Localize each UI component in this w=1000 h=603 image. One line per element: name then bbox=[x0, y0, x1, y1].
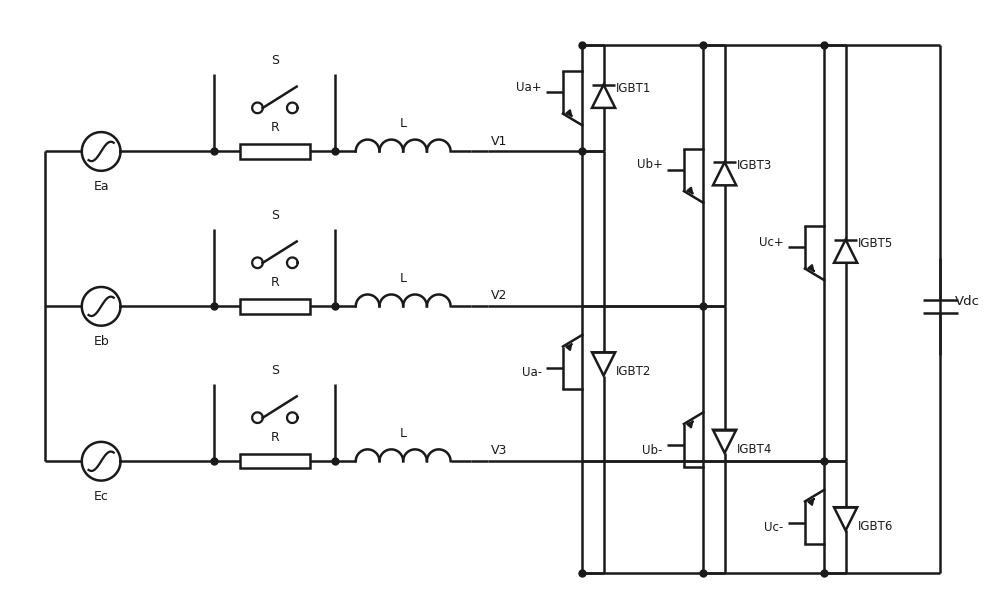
Text: Ea: Ea bbox=[93, 180, 109, 194]
Text: R: R bbox=[271, 276, 279, 289]
Text: R: R bbox=[271, 431, 279, 444]
Text: Ub-: Ub- bbox=[642, 444, 663, 456]
Text: IGBT2: IGBT2 bbox=[616, 365, 652, 378]
Text: S: S bbox=[271, 54, 279, 67]
Text: Ua+: Ua+ bbox=[516, 81, 542, 94]
Text: L: L bbox=[400, 117, 407, 130]
Bar bbox=[240, 299, 310, 314]
Text: IGBT1: IGBT1 bbox=[616, 82, 652, 95]
Text: Ua-: Ua- bbox=[522, 366, 542, 379]
Text: L: L bbox=[400, 272, 407, 285]
Text: S: S bbox=[271, 209, 279, 222]
Text: IGBT3: IGBT3 bbox=[737, 159, 772, 172]
Text: Uc+: Uc+ bbox=[759, 236, 784, 249]
Text: L: L bbox=[400, 427, 407, 440]
Text: IGBT5: IGBT5 bbox=[858, 237, 893, 250]
Text: Eb: Eb bbox=[93, 335, 109, 349]
Text: IGBT4: IGBT4 bbox=[737, 443, 773, 456]
Text: Uc-: Uc- bbox=[764, 521, 784, 534]
Text: Vdc: Vdc bbox=[955, 295, 980, 308]
Text: S: S bbox=[271, 364, 279, 377]
Text: IGBT6: IGBT6 bbox=[858, 520, 894, 533]
Text: V2: V2 bbox=[491, 289, 508, 303]
Text: V1: V1 bbox=[491, 134, 508, 148]
Bar bbox=[240, 454, 310, 469]
Bar bbox=[240, 144, 310, 159]
Text: V3: V3 bbox=[491, 444, 508, 457]
Text: Ec: Ec bbox=[94, 490, 109, 504]
Text: Ub+: Ub+ bbox=[637, 159, 663, 171]
Text: R: R bbox=[271, 121, 279, 134]
